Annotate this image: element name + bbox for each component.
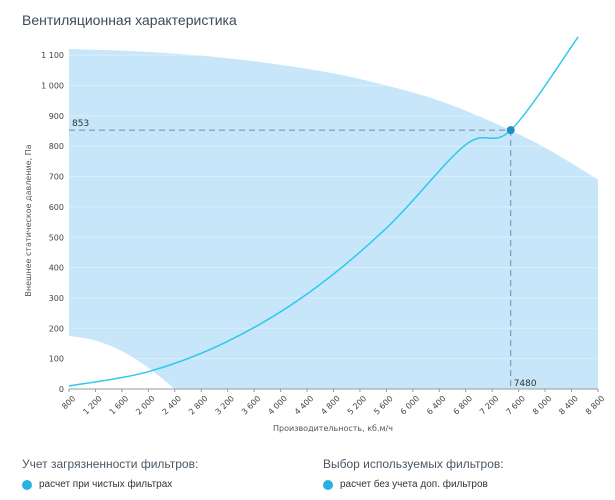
x-tick-label: 8 000 [531, 394, 554, 417]
chart-title: Вентиляционная характеристика [22, 12, 237, 28]
x-tick-label: 6 000 [399, 394, 422, 417]
y-tick-label: 100 [49, 355, 64, 364]
x-tick-label: 3 200 [214, 394, 237, 417]
x-tick-label: 5 600 [372, 394, 395, 417]
y-tick-label: 400 [49, 264, 64, 273]
x-tick-label: 1 200 [81, 394, 104, 417]
filter-contamination-option[interactable]: расчет при чистых фильтрах [22, 479, 172, 490]
chart-svg: 0 100 200 300 400 500 600 700 800 900 1 000 1 100 80… [24, 36, 607, 433]
filter-selection-option-label: расчет без учета доп. фильтров [340, 479, 488, 490]
operating-point-y-label: 853 [72, 119, 89, 129]
y-axis-title: Внешнее статическое давление, Па [24, 144, 33, 296]
y-tick-label: 800 [49, 142, 64, 151]
filter-contamination-option-label: расчет при чистых фильтрах [39, 479, 173, 490]
x-tick-label: 7 200 [478, 394, 501, 417]
y-tick-label: 1 100 [41, 51, 64, 60]
x-tick-label: 1 600 [108, 394, 131, 417]
y-tick-label: 0 [59, 385, 64, 394]
radio-selected-icon[interactable] [22, 479, 32, 490]
filter-contamination-heading: Учет загрязненности фильтров: [22, 457, 199, 471]
x-tick-label: 4 000 [266, 394, 289, 417]
x-tick-label: 4 400 [293, 394, 316, 417]
y-tick-label: 900 [49, 112, 64, 121]
operating-point [506, 126, 515, 135]
y-tick-label: 500 [49, 233, 64, 242]
y-tick-label: 600 [49, 203, 64, 212]
x-tick-label: 8 400 [557, 394, 580, 417]
filter-selection-heading: Выбор используемых фильтров: [323, 457, 504, 471]
x-tick-label: 800 [60, 394, 77, 411]
x-tick-label: 5 200 [346, 394, 369, 417]
x-tick-label: 7 600 [504, 394, 527, 417]
radio-selected-icon[interactable] [323, 479, 333, 490]
x-tick-label: 8 800 [584, 394, 607, 417]
x-tick-label: 6 400 [425, 394, 448, 417]
x-tick-label: 2 800 [187, 394, 210, 417]
x-tick-label: 6 800 [452, 394, 475, 417]
operating-point-x-label: 7480 [514, 379, 537, 389]
y-tick-label: 200 [49, 324, 64, 333]
y-tick-label: 300 [49, 294, 64, 303]
working-area [69, 49, 598, 390]
x-tick-label: 3 600 [240, 394, 263, 417]
y-tick-label: 1 000 [41, 82, 64, 91]
x-tick-label: 2 400 [161, 394, 184, 417]
x-tick-label: 4 800 [319, 394, 342, 417]
x-tick-label: 2 000 [134, 394, 157, 417]
y-tick-label: 700 [49, 173, 64, 182]
x-axis-title: Производительность, кб.м/ч [273, 424, 393, 433]
filter-selection-option[interactable]: расчет без учета доп. фильтров [323, 479, 488, 490]
